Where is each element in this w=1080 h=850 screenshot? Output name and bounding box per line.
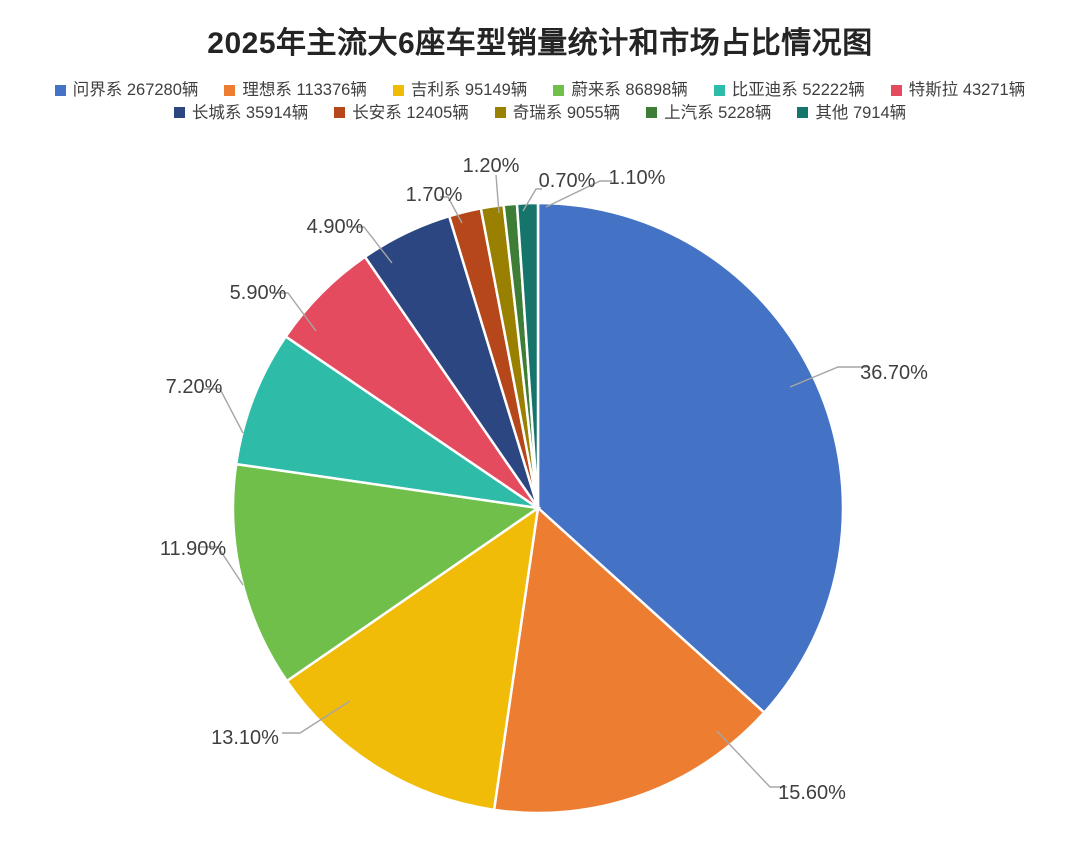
slice-percent-label: 15.60%	[778, 782, 846, 804]
leader-line	[522, 188, 542, 212]
slice-percent-label: 5.90%	[229, 282, 287, 304]
legend-color-swatch-icon	[797, 107, 809, 119]
legend-item[interactable]: 特斯拉 43271辆	[890, 81, 1026, 99]
legend-item[interactable]: 蔚来系 86898辆	[553, 81, 688, 99]
slice-percent-label: 4.90%	[306, 216, 364, 238]
leader-line	[440, 196, 463, 224]
leader-line	[282, 700, 351, 734]
legend-row: 问界系 267280辆 理想系 113376辆 吉利系 95149辆 蔚来系 8689…	[42, 82, 1038, 99]
slice-percent-label: 1.20%	[462, 155, 520, 177]
slice-percent-label: 1.10%	[608, 167, 666, 189]
legend-color-swatch-icon	[713, 84, 725, 96]
legend-item-label: 长安系 12405辆	[352, 103, 469, 122]
slice-percent-label: 13.10%	[211, 727, 279, 749]
legend-item[interactable]: 比亚迪系 52222辆	[713, 81, 865, 99]
leader-line	[545, 180, 612, 208]
legend-color-swatch-icon	[224, 84, 236, 96]
pie-slice[interactable]	[536, 201, 845, 715]
pie-slice[interactable]	[492, 505, 766, 815]
legend-row: 长城系 35914辆 长安系 12405辆 奇瑞系 9055辆 上汽系 5228辆 其他…	[161, 103, 919, 122]
legend-color-swatch-icon	[553, 84, 565, 96]
slice-percent-label: 36.70%	[860, 362, 928, 384]
legend-item[interactable]: 吉利系 95149辆	[392, 81, 528, 99]
slice-percent-label: 11.90%	[159, 538, 227, 560]
legend-color-swatch-icon	[392, 84, 404, 96]
pie-plot-area: 36.70% 15.60% 13.10% 11.90% 7.20% 5.90% 4.90% 1…	[0, 145, 1080, 850]
legend-item[interactable]: 其他 7914辆	[797, 103, 907, 122]
pie-slice[interactable]	[231, 462, 542, 683]
legend-item[interactable]: 长城系 35914辆	[173, 103, 309, 122]
legend-item-label: 理想系 113376辆	[242, 81, 367, 99]
legend-color-swatch-icon	[334, 107, 346, 119]
legend-item-label: 比亚迪系 52222辆	[731, 81, 865, 99]
pie-slice[interactable]	[234, 334, 539, 510]
slice-percent-label: 0.70%	[538, 170, 596, 192]
legend-item[interactable]: 问界系 267280辆	[54, 81, 199, 99]
slice-percent-label: 7.20%	[165, 376, 223, 398]
leader-line	[789, 366, 868, 388]
page-title: 2025年主流大6座车型销量统计和市场占比情况图	[207, 27, 873, 60]
leader-line-group	[200, 174, 868, 788]
leader-line	[495, 174, 500, 214]
legend-item-label: 长城系 35914辆	[191, 103, 309, 122]
leader-line	[204, 388, 244, 434]
legend-color-swatch-icon	[173, 107, 185, 119]
legend-item[interactable]: 奇瑞系 9055辆	[494, 103, 621, 122]
legend-item-label: 特斯拉 43271辆	[908, 81, 1026, 99]
legend-item[interactable]: 长安系 12405辆	[334, 103, 469, 122]
legend-color-swatch-icon	[646, 107, 658, 119]
leader-line	[716, 730, 787, 788]
pie-svg	[200, 174, 868, 815]
legend-item-label: 问界系 267280辆	[72, 81, 199, 99]
legend-item-label: 上汽系 5228辆	[664, 103, 772, 122]
leader-line	[350, 226, 393, 264]
legend-color-swatch-icon	[494, 107, 506, 119]
legend-item[interactable]: 理想系 113376辆	[224, 81, 367, 99]
legend-item-label: 吉利系 95149辆	[410, 81, 528, 99]
slice-percent-label: 1.70%	[405, 184, 463, 206]
pie-slice[interactable]	[285, 505, 540, 812]
legend-item-label: 其他 7914辆	[815, 103, 907, 122]
leader-line	[200, 546, 244, 586]
legend-item-label: 奇瑞系 9055辆	[512, 103, 621, 122]
leader-line	[272, 292, 317, 332]
legend-item-label: 蔚来系 86898辆	[571, 81, 688, 99]
legend-item[interactable]: 上汽系 5228辆	[646, 103, 772, 122]
chart-legend: 问界系 267280辆 理想系 113376辆 吉利系 95149辆 蔚来系 8689…	[0, 82, 1080, 121]
legend-color-swatch-icon	[890, 84, 902, 96]
legend-color-swatch-icon	[54, 84, 66, 96]
pie-slice-group	[231, 201, 845, 815]
